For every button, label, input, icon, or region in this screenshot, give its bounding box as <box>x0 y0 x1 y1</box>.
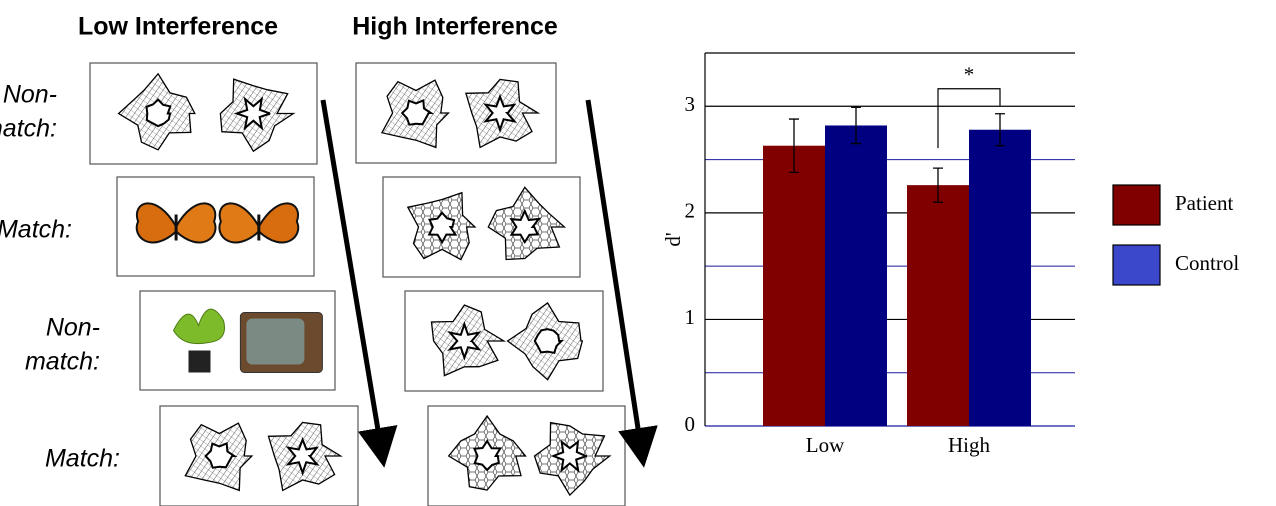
pot <box>188 350 211 373</box>
butterfly <box>218 202 300 244</box>
shape-hole <box>400 98 435 126</box>
shape-hole <box>509 208 542 245</box>
tv-screen <box>246 318 305 365</box>
shape-hole <box>145 98 172 128</box>
shape-hole <box>233 96 271 131</box>
legend-swatch <box>1112 244 1161 286</box>
y-tick-label: 0 <box>685 412 696 436</box>
y-axis-label: d' <box>661 232 685 246</box>
shape-hole <box>472 439 503 472</box>
shape-hole <box>427 211 458 245</box>
arrow <box>320 99 398 468</box>
shape-hole <box>483 93 518 133</box>
column-title: High Interference <box>352 13 558 41</box>
y-tick-label: 3 <box>685 92 696 116</box>
wing <box>257 202 300 244</box>
bar <box>763 145 825 426</box>
bar-chart: 0 1 2 3 d' Low High * Patient Control <box>661 52 1239 457</box>
y-tick-label: 1 <box>685 305 696 329</box>
legend-label: Control <box>1175 251 1239 275</box>
bar <box>825 125 887 427</box>
legend-label: Patient <box>1175 191 1233 215</box>
x-tick-label: High <box>948 433 991 457</box>
legend-swatch <box>1112 184 1161 226</box>
error-bar <box>933 167 943 203</box>
significance-bracket <box>937 88 1001 149</box>
error-bar <box>789 118 799 174</box>
error-bar <box>995 113 1005 147</box>
row-label: Non- <box>3 81 57 109</box>
row-label: Match: <box>45 445 120 473</box>
shape-hole <box>533 328 564 354</box>
bar <box>969 129 1031 426</box>
shape-hole <box>204 441 238 469</box>
wing <box>135 202 178 244</box>
significance-label: * <box>964 63 975 87</box>
shape-hole <box>447 321 482 361</box>
x-tick-label: Low <box>806 433 845 457</box>
row-label: match: <box>25 348 100 376</box>
arrow <box>585 99 658 468</box>
row-label: Non- <box>46 314 100 342</box>
plant <box>172 308 225 345</box>
column-title: Low Interference <box>78 13 278 41</box>
butterfly <box>135 202 217 244</box>
y-tick-label: 2 <box>685 199 696 223</box>
wing <box>218 202 260 244</box>
stimulus-panel: Low Interference High Interference Non-mat… <box>0 13 658 506</box>
bar <box>907 185 969 426</box>
shape-hole <box>285 436 320 476</box>
error-bar <box>851 106 861 145</box>
row-label: Match: <box>0 216 72 244</box>
wing <box>175 202 217 244</box>
shape-hole <box>550 439 587 473</box>
row-label: match: <box>0 115 57 143</box>
